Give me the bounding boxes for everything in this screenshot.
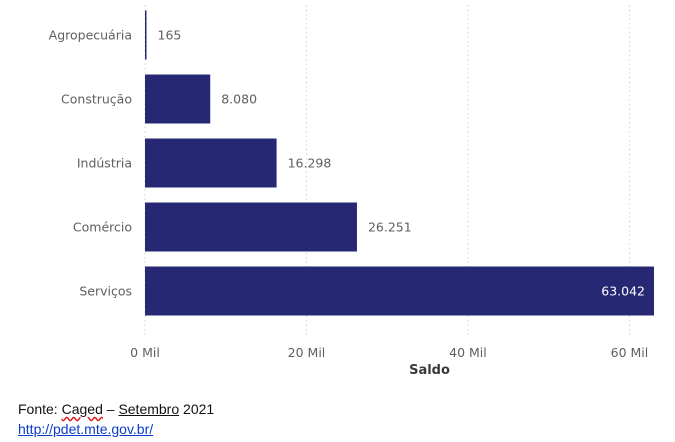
bar [145,266,654,316]
value-label: 63.042 [601,284,645,299]
bar [145,74,211,124]
value-labels: 165 8.080 16.298 26.251 63.042 [158,28,646,299]
source-dash: – [102,401,119,417]
x-tick-label: 40 Mil [449,345,487,360]
bar [145,10,147,60]
category-label: Agropecuária [49,28,132,43]
bars [145,10,654,316]
x-axis-title: Saldo [409,363,450,378]
bar [145,202,357,252]
category-label: Indústria [77,156,132,171]
bar [145,138,277,188]
value-label: 16.298 [288,156,332,171]
x-tick-label: 60 Mil [611,345,649,360]
source-year: 2021 [179,401,215,417]
source-month: Setembro [118,401,180,417]
value-label: 8.080 [221,92,257,107]
category-label: Construção [61,92,132,107]
category-label: Serviços [79,284,132,299]
source-prefix: Fonte: [18,401,62,417]
source-url-link[interactable]: http://pdet.mte.gov.br/ [18,421,154,437]
category-label: Comércio [73,220,132,235]
value-label: 26.251 [368,220,412,235]
bar-chart: Agropecuária Construção Indústria Comércio S… [49,5,654,378]
x-tick-labels: 0 Mil 20 Mil 40 Mil 60 Mil [130,345,648,360]
category-labels: Agropecuária Construção Indústria Comércio S… [49,28,132,299]
x-tick-label: 0 Mil [130,345,160,360]
source-caged: Caged [61,401,103,417]
value-label: 165 [158,28,182,43]
x-tick-label: 20 Mil [288,345,326,360]
source-url-line: http://pdet.mte.gov.br/ [18,421,153,437]
source-line: Fonte: Caged – Setembro 2021 [18,401,214,417]
